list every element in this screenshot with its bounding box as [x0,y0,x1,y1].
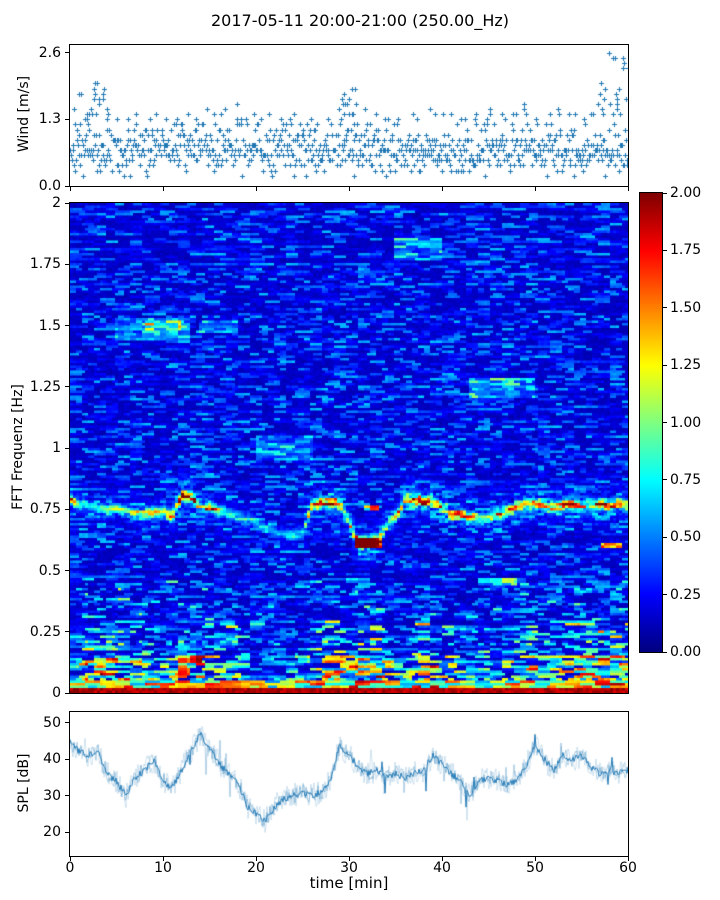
fft-ytick-label: 0.75 [29,501,61,518]
tick-mark [162,187,164,191]
colorbar-canvas [640,193,662,652]
time-xtick-label: 30 [340,860,358,876]
time-xtick-label: 20 [247,860,265,876]
colorbar-tick-label: 0.50 [670,529,702,546]
tick-mark [663,307,667,309]
tick-mark [65,118,69,120]
tick-mark [663,536,667,538]
spectrogram-canvas [70,203,628,693]
spl-ytick-label: 30 [43,787,61,804]
spl-plot [69,711,629,857]
fft-ytick-label: 1 [52,440,61,456]
spl-line-canvas [70,712,628,856]
tick-mark [663,479,667,481]
colorbar-tick-label: 0.75 [670,471,702,488]
colorbar [639,192,663,653]
time-xtick-label: 60 [619,860,637,876]
plot-title: 2017-05-11 20:00-21:00 (250.00_Hz) [210,11,510,30]
fft-ytick-label: 1.5 [38,317,61,334]
tick-mark [65,185,69,187]
time-xtick-label: 50 [526,860,544,876]
fft-ytick-label: 1.75 [29,256,61,273]
time-xtick-label: 0 [65,860,75,876]
tick-mark [441,857,443,861]
fft-ytick-label: 1.25 [29,378,61,395]
tick-mark [65,386,69,388]
tick-mark [65,631,69,633]
tick-mark [534,857,536,861]
tick-mark [663,422,667,423]
tick-mark [65,508,69,510]
tick-mark [65,795,69,797]
wind-ytick-label: 2.6 [38,44,61,61]
fft-ytick-label: 2 [52,195,61,211]
tick-mark [65,52,69,54]
tick-mark [348,857,350,861]
spl-ytick-label: 40 [43,751,61,768]
tick-mark [65,692,69,694]
wind-ytick-label: 1.3 [38,111,61,128]
tick-mark [663,192,667,194]
tick-mark [65,722,69,724]
tick-mark [65,758,69,760]
tick-mark [162,857,164,861]
tick-mark [255,187,257,191]
colorbar-tick-label: 1.50 [670,299,702,316]
tick-mark [627,857,629,861]
x-axis-label: time [min] [309,874,389,892]
fft-ytick-label: 0.5 [38,562,61,579]
tick-mark [663,651,667,653]
tick-mark [627,187,629,191]
tick-mark [663,249,667,251]
wind-ytick-label: 0.0 [38,178,61,194]
tick-mark [534,187,536,191]
colorbar-tick-label: 1.00 [670,414,702,431]
wind-plot [69,44,629,187]
time-xtick-label: 10 [154,860,172,876]
tick-mark [65,202,69,204]
tick-mark [69,857,71,861]
fft-ytick-label: 0 [52,685,61,701]
tick-mark [65,263,69,265]
fft-ytick-label: 0.25 [29,623,61,640]
tick-mark [663,364,667,366]
tick-mark [65,570,69,571]
tick-mark [65,831,69,833]
wind-scatter-canvas [70,45,628,186]
colorbar-tick-label: 1.25 [670,357,702,374]
spl-ytick-label: 20 [43,824,61,840]
colorbar-tick-label: 2.00 [670,185,702,201]
colorbar-tick-label: 1.75 [670,242,702,259]
colorbar-tick-label: 0.25 [670,586,702,603]
colorbar-tick-label: 0.00 [670,644,702,660]
tick-mark [69,187,71,191]
tick-mark [255,857,257,861]
spl-ytick-label: 50 [43,714,61,731]
tick-mark [663,594,667,596]
spectrogram-plot [69,202,629,694]
tick-mark [65,447,69,449]
tick-mark [348,187,350,191]
tick-mark [441,187,443,191]
time-xtick-label: 40 [433,860,451,876]
tick-mark [65,325,69,326]
